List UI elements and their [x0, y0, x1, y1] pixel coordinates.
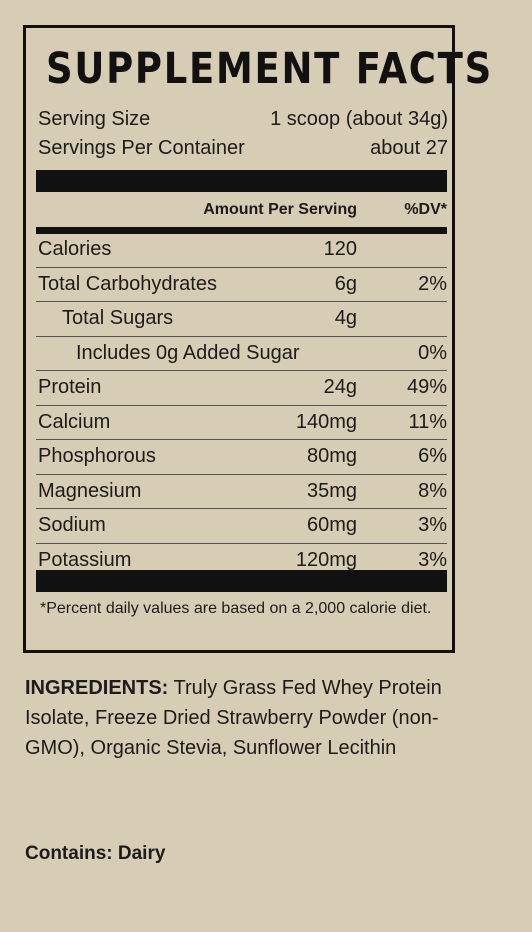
- servings-label: Servings Per Container: [38, 137, 245, 159]
- ingredients-statement: INGREDIENTS: Truly Grass Fed Whey Protei…: [25, 673, 445, 763]
- nutrient-name: Sodium: [38, 514, 106, 536]
- medium-divider: [36, 227, 447, 234]
- supplement-facts-panel: SUPPLEMENT FACTS Serving Size 1 scoop (a…: [23, 25, 493, 653]
- nutrient-dv: 3%: [418, 548, 447, 571]
- nutrient-dv: 8%: [418, 479, 447, 502]
- ingredients-text: Truly Grass Fed Whey Protein Isolate, Fr…: [25, 677, 442, 759]
- nutrient-row: Includes 0g Added Sugar 0%: [36, 337, 447, 371]
- servings-value: about 27: [370, 137, 448, 159]
- nutrient-name: Calcium: [38, 410, 111, 433]
- panel-title: SUPPLEMENT FACTS: [46, 44, 493, 94]
- nutrient-amount: 120mg: [295, 548, 357, 571]
- nutrient-amount: 35mg: [306, 479, 357, 502]
- serving-size-row: Serving Size 1 scoop (about 34g): [38, 105, 448, 133]
- nutrient-row: Calcium 140mg 11%: [36, 406, 447, 440]
- nutrient-amount: 60mg: [306, 514, 357, 536]
- nutrient-row: Sodium 60mg 3%: [36, 509, 447, 544]
- nutrient-row: Magnesium 35mg 8%: [36, 475, 447, 509]
- nutrient-name: Total Carbohydrates: [38, 272, 217, 295]
- serving-size-value: 1 scoop (about 34g): [270, 108, 448, 130]
- nutrient-name: Protein: [38, 376, 102, 398]
- nutrient-amount: 6g: [334, 272, 357, 295]
- allergen-statement: Contains: Dairy: [25, 843, 166, 864]
- nutrient-table: Calories 120 Total Carbohydrates 6g 2% T…: [36, 233, 447, 577]
- nutrient-name: Phosphorous: [38, 445, 156, 467]
- nutrient-row: Calories 120: [36, 233, 447, 268]
- nutrient-amount: 80mg: [306, 445, 357, 467]
- nutrient-name: Potassium: [38, 548, 132, 571]
- ingredients-label: INGREDIENTS:: [25, 677, 169, 699]
- nutrient-dv: 6%: [418, 445, 447, 467]
- thick-divider-bottom: [36, 570, 447, 592]
- nutrient-name: Total Sugars: [62, 307, 174, 329]
- nutrient-row: Potassium 120mg 3%: [36, 544, 447, 578]
- nutrient-row: Total Sugars 4g: [36, 302, 447, 337]
- footnote: *Percent daily values are based on a 2,0…: [40, 600, 432, 617]
- nutrient-amount: 24g: [323, 376, 357, 398]
- nutrient-dv: 3%: [418, 514, 447, 536]
- nutrient-row: Total Carbohydrates 6g 2%: [36, 268, 447, 302]
- nutrient-amount: 4g: [334, 307, 357, 329]
- nutrient-dv: 2%: [418, 272, 447, 295]
- nutrient-name: Calories: [38, 238, 112, 260]
- header-dv: %DV*: [404, 201, 447, 218]
- nutrient-dv: 0%: [418, 341, 447, 364]
- nutrient-name: Magnesium: [38, 479, 142, 502]
- nutrient-row: Protein 24g 49%: [36, 371, 447, 406]
- nutrient-dv: 49%: [406, 376, 447, 398]
- nutrient-name: Includes 0g Added Sugar: [76, 341, 300, 364]
- nutrient-dv: 11%: [408, 410, 447, 433]
- serving-size-label: Serving Size: [38, 108, 151, 130]
- nutrient-row: Phosphorous 80mg 6%: [36, 440, 447, 475]
- nutrient-amount: 120: [323, 238, 357, 260]
- thick-divider-top: [36, 170, 447, 192]
- nutrient-amount: 140mg: [295, 410, 357, 433]
- servings-per-container-row: Servings Per Container about 27: [38, 134, 448, 162]
- header-amount: Amount Per Serving: [203, 201, 357, 218]
